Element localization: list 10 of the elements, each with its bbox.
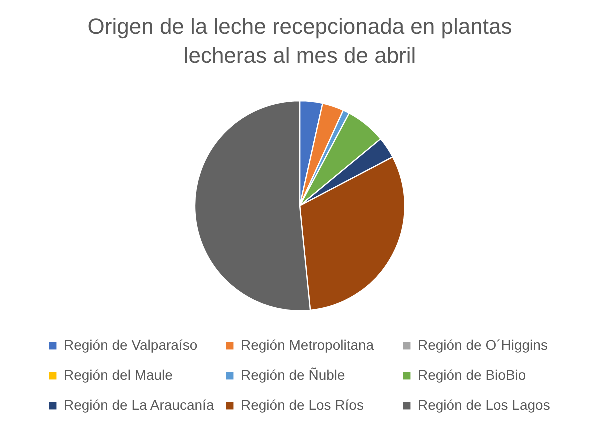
legend-label: Región de Los Lagos	[418, 397, 550, 413]
legend-label: Región de Valparaíso	[64, 337, 198, 353]
legend-label: Región Metropolitana	[241, 337, 374, 353]
legend-label: Región de Ñuble	[241, 367, 346, 383]
legend-label: Región de O´Higgins	[418, 337, 548, 353]
legend-label: Región de Los Ríos	[241, 397, 364, 413]
legend-label: Región del Maule	[64, 367, 174, 383]
legend-label: Región de La Araucanía	[64, 397, 214, 413]
chart-title: Origen de la leche recepcionada en plantas lecheras al mes de abril	[88, 14, 512, 68]
legend-label: Región de BioBio	[418, 367, 526, 383]
